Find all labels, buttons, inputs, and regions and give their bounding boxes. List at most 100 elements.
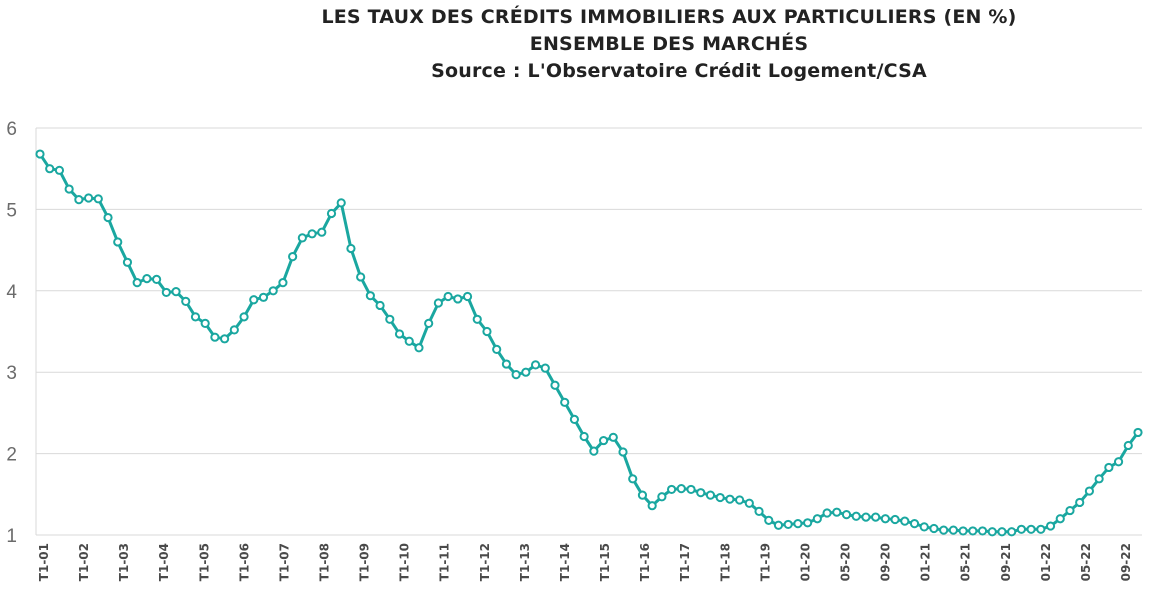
data-point [540, 363, 550, 373]
data-point [152, 274, 162, 285]
data-point [1113, 457, 1124, 467]
data-point [462, 291, 473, 302]
data-point [618, 447, 628, 457]
data-point [210, 332, 220, 342]
data-point [103, 212, 113, 223]
x-tick-label: T1-18 [718, 543, 732, 581]
data-point [220, 334, 230, 344]
data-point [764, 515, 774, 525]
data-point [336, 198, 346, 208]
data-point [715, 492, 725, 503]
data-point [365, 291, 375, 301]
data-point [725, 494, 735, 504]
data-point [35, 149, 45, 159]
data-point [288, 252, 298, 262]
data-point [258, 292, 269, 302]
chart-title: LES TAUX DES CRÉDITS IMMOBILIERS AUX PAR… [321, 6, 1017, 28]
data-point [812, 514, 822, 524]
data-point [909, 519, 920, 529]
data-point [773, 520, 784, 530]
data-point [783, 519, 793, 530]
data-point [122, 257, 133, 267]
data-point [754, 506, 764, 516]
data-point [1084, 486, 1095, 496]
data-point [1036, 524, 1046, 534]
data-point [54, 165, 65, 175]
data-point [900, 516, 910, 526]
data-point [958, 526, 968, 536]
x-tick-label: 05-22 [1079, 543, 1093, 581]
data-point [394, 329, 405, 339]
data-point [45, 164, 55, 174]
x-tick-label: T1-05 [197, 543, 211, 581]
data-point [929, 523, 939, 534]
data-point [686, 484, 696, 495]
x-tick-label: 01-20 [798, 543, 812, 581]
data-point [249, 295, 259, 305]
data-point [511, 370, 521, 380]
x-tick-label: 05-21 [959, 543, 973, 581]
data-point [861, 512, 871, 522]
data-point [1094, 474, 1104, 484]
data-point [1016, 524, 1026, 534]
data-point [832, 507, 842, 517]
data-point [647, 501, 657, 511]
x-tick-label: T1-03 [117, 543, 131, 581]
data-point [346, 243, 356, 254]
x-tick-label: T1-09 [358, 543, 372, 581]
data-point [919, 522, 929, 532]
x-tick-label: T1-11 [438, 543, 452, 581]
data-point [132, 278, 142, 288]
data-point [404, 336, 414, 346]
data-point [1104, 462, 1114, 473]
data-point [1007, 527, 1017, 537]
data-point [841, 510, 852, 520]
data-point [637, 490, 648, 500]
data-point [735, 495, 745, 505]
data-point [501, 359, 512, 369]
y-tick-label: 3 [6, 363, 17, 384]
data-point [657, 492, 667, 502]
data-point [666, 484, 677, 495]
x-tick-label: T1-12 [478, 543, 492, 581]
data-point [880, 514, 890, 524]
data-point [569, 414, 580, 425]
x-tick-label: T1-17 [678, 543, 692, 581]
x-tick-label: T1-19 [758, 543, 772, 581]
x-tick-label: T1-06 [237, 543, 251, 581]
data-point [744, 498, 754, 508]
data-point [977, 526, 988, 536]
data-point [550, 380, 560, 390]
data-point [385, 314, 395, 324]
data-point [1055, 514, 1065, 524]
data-point [939, 525, 949, 535]
data-point [530, 360, 541, 370]
data-point [472, 314, 482, 324]
data-point [890, 514, 900, 525]
data-point [968, 526, 978, 536]
x-tick-label: T1-15 [598, 543, 612, 581]
data-point [414, 343, 424, 353]
data-point [851, 511, 861, 521]
data-point [297, 233, 307, 243]
x-tick-label: 09-22 [1119, 543, 1133, 581]
x-tick-label: T1-07 [277, 543, 291, 581]
data-point [822, 508, 832, 518]
data-point [1026, 524, 1036, 534]
data-point [1075, 497, 1085, 508]
data-point [579, 431, 589, 442]
y-tick-label: 1 [6, 526, 17, 547]
data-point [64, 184, 74, 194]
data-point [482, 326, 492, 337]
data-point [200, 318, 210, 328]
data-point [598, 435, 609, 446]
y-tick-label: 2 [6, 445, 17, 466]
data-point [317, 227, 327, 237]
data-point [326, 208, 337, 219]
data-point [229, 325, 239, 335]
x-tick-label: 01-21 [919, 543, 933, 581]
data-point [93, 194, 103, 204]
x-tick-label: T1-02 [77, 543, 91, 581]
data-point [74, 195, 84, 205]
